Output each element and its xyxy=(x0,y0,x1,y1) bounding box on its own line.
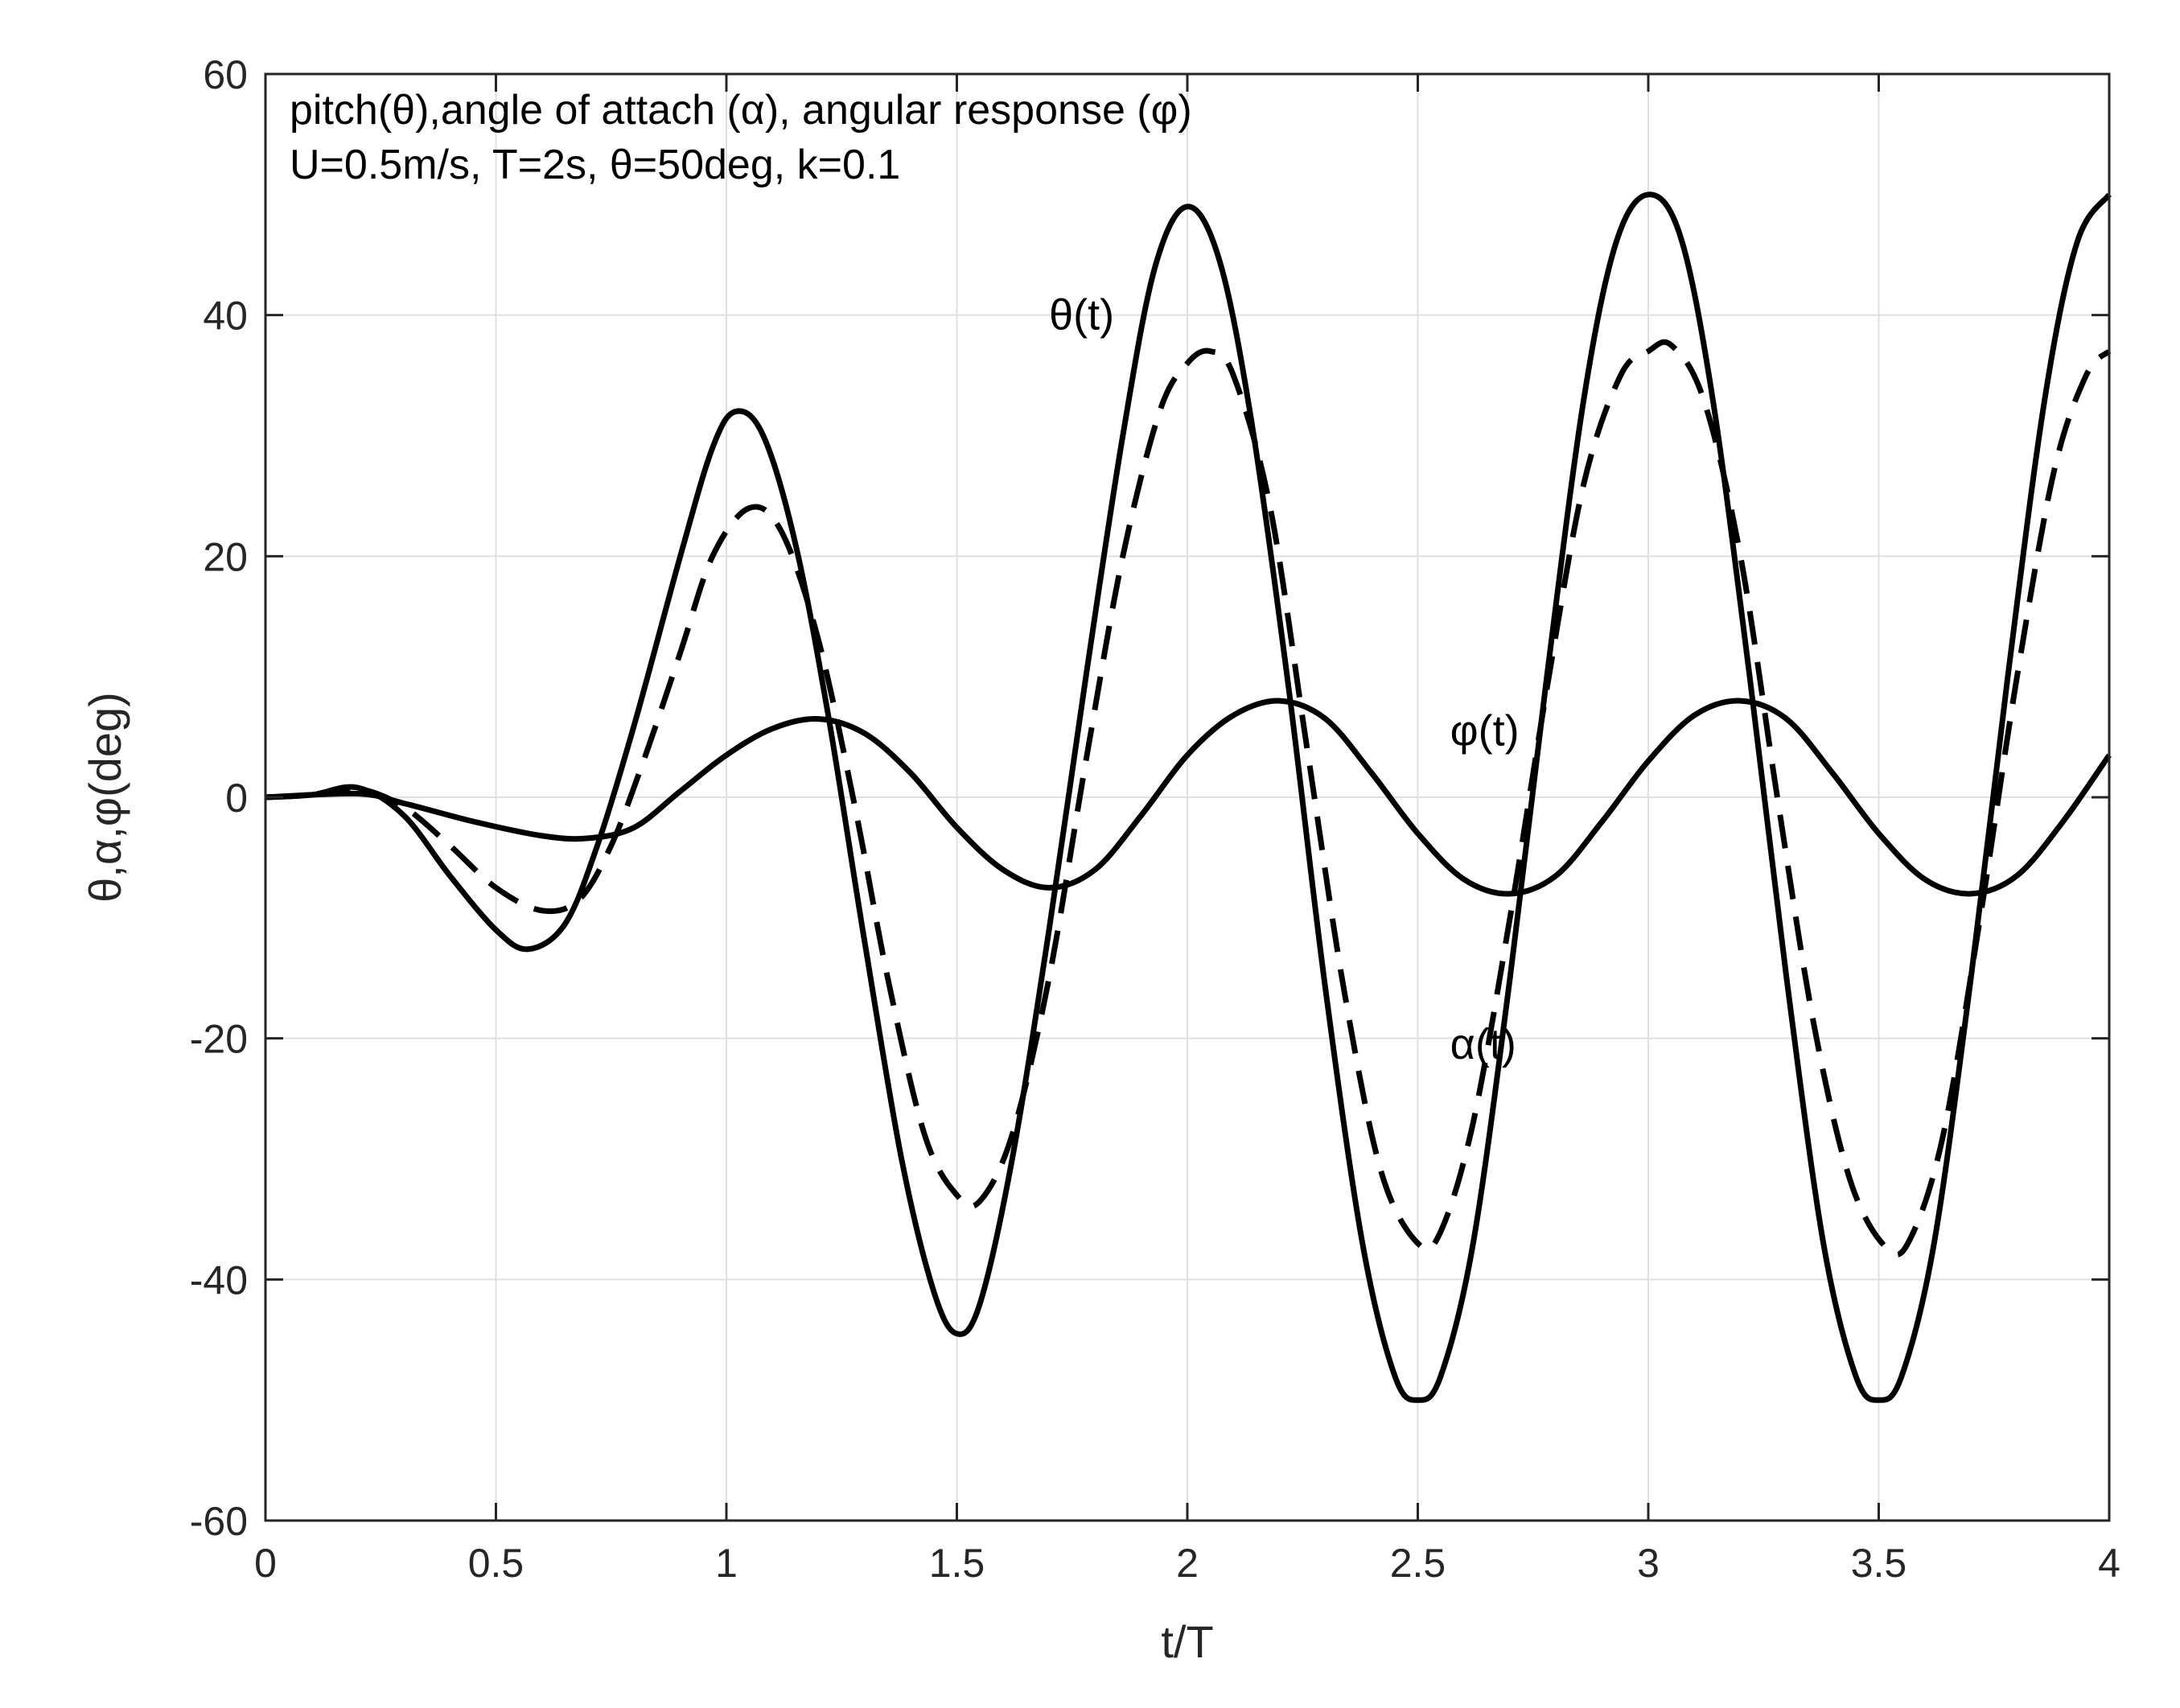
chart-annotation-line-1: pitch(θ),angle of attach (α), angular re… xyxy=(290,87,1192,134)
curve-labels: θ(t) φ(t) α(t) xyxy=(1049,291,1519,1068)
x-tick-label: 3.5 xyxy=(1851,1541,1907,1586)
theta-curve-label: θ(t) xyxy=(1049,291,1114,340)
x-tick-label: 0.5 xyxy=(468,1541,524,1586)
alpha-series-line xyxy=(265,339,2112,1257)
y-axis-label: θ,α,φ(deg) xyxy=(80,692,130,903)
y-tick-label: -60 xyxy=(190,1499,248,1544)
x-tick-label: 1 xyxy=(715,1541,738,1586)
series-group xyxy=(265,191,2112,1403)
grid xyxy=(265,73,2110,1521)
x-tick-label: 2 xyxy=(1176,1541,1199,1586)
phi-series-line xyxy=(265,698,2112,897)
x-tick-label: 3 xyxy=(1637,1541,1660,1586)
y-tick-label: 40 xyxy=(203,294,248,339)
x-tick-label: 4 xyxy=(2098,1541,2120,1586)
chart-annotation-line-2: U=0.5m/s, T=2s, θ=50deg, k=0.1 xyxy=(290,142,900,188)
labels: t/T θ,α,φ(deg) pitch(θ),angle of attach … xyxy=(80,87,1214,1667)
theta-series-line xyxy=(265,191,2112,1403)
y-tick-label: 20 xyxy=(203,534,248,579)
x-tick-label: 0 xyxy=(254,1541,277,1586)
y-tick-label: 60 xyxy=(203,52,248,97)
alpha-curve-label: α(t) xyxy=(1450,1020,1516,1068)
x-tick-label: 1.5 xyxy=(929,1541,985,1586)
y-tick-label: -40 xyxy=(190,1257,248,1303)
x-tick-label: 2.5 xyxy=(1390,1541,1446,1586)
y-tick-label: 0 xyxy=(225,776,248,821)
phi-curve-label: φ(t) xyxy=(1450,707,1520,755)
ticks: 0 0.5 1 1.5 2 2.5 3 3.5 4 -60 -40 -20 0 20 40 60 xyxy=(190,52,2120,1586)
x-axis-label: t/T xyxy=(1161,1616,1213,1667)
y-tick-label: -20 xyxy=(190,1017,248,1062)
